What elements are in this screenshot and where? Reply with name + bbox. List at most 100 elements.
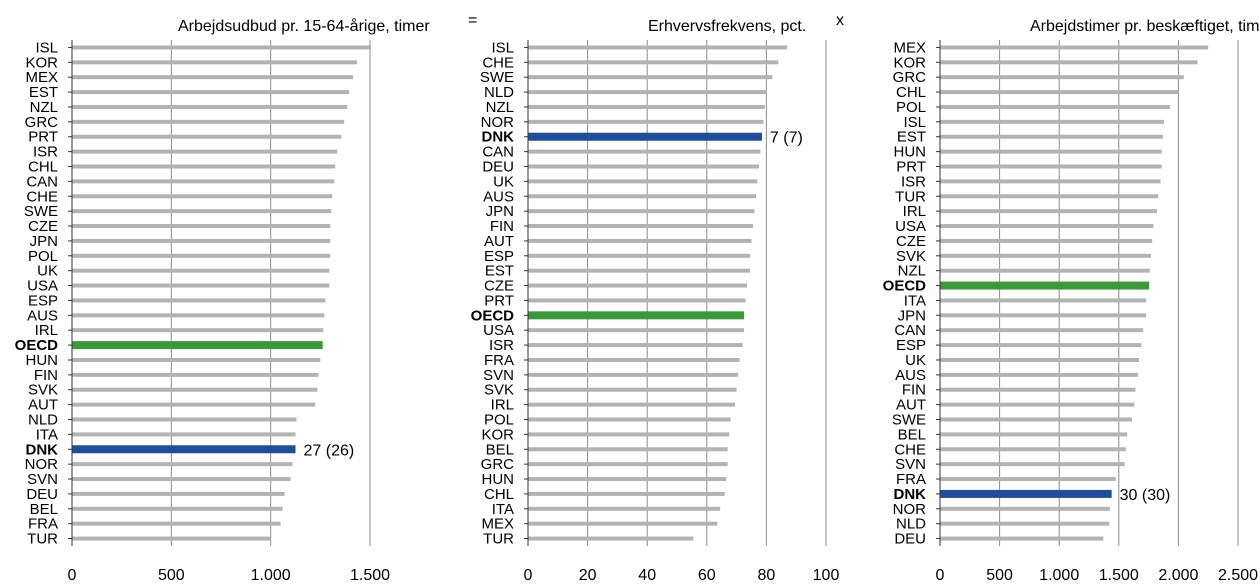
category-label-nor: NOR <box>481 114 515 131</box>
category-label-mex: MEX <box>481 516 514 533</box>
category-label-tur: TUR <box>483 531 514 548</box>
category-label-cze: CZE <box>28 218 58 235</box>
bar-usa <box>528 328 745 333</box>
category-label-grc: GRC <box>893 69 927 86</box>
bar-can <box>940 328 1144 333</box>
bar-grc <box>940 75 1184 80</box>
category-label-ita: ITA <box>492 501 514 518</box>
category-label-usa: USA <box>27 278 58 295</box>
category-label-irl: IRL <box>491 397 514 414</box>
bar-hun <box>528 477 727 482</box>
category-label-nor: NOR <box>25 456 59 473</box>
category-label-uk: UK <box>905 352 926 369</box>
bar-isl <box>72 45 371 50</box>
category-label-chl: CHL <box>484 486 514 503</box>
chart-title-2: Erhvervsfrekvens, pct. <box>648 18 806 35</box>
category-label-can: CAN <box>482 144 514 161</box>
bar-isl <box>528 45 788 50</box>
bar-che <box>528 60 779 65</box>
category-label-isl: ISL <box>35 39 58 56</box>
bar-mex <box>72 75 354 80</box>
bar-nzl <box>528 104 765 109</box>
bar-can <box>72 179 335 184</box>
bar-dnk <box>940 489 1112 498</box>
bar-can <box>528 149 761 154</box>
category-label-svn: SVN <box>27 471 58 488</box>
bar-jpn <box>940 313 1147 318</box>
bar-pol <box>528 417 731 422</box>
bar-svn <box>940 462 1125 467</box>
bar-pol <box>940 104 1171 109</box>
x-tick-label-3-0: 0 <box>936 567 945 580</box>
category-label-tur: TUR <box>895 188 926 205</box>
chart-panel-3: Arbejdstimer pr. beskæftiget, timer MEXKO… <box>883 18 1260 584</box>
category-label-esp: ESP <box>28 292 58 309</box>
category-label-dnk: DNK <box>894 486 927 503</box>
category-label-oecd: OECD <box>471 307 515 324</box>
category-label-aut: AUT <box>28 397 58 414</box>
bar-aus <box>528 194 756 199</box>
annotation-dnk: 27 (26) <box>304 442 355 459</box>
bar-svk <box>72 387 318 392</box>
category-label-hun: HUN <box>26 352 59 369</box>
bar-grc <box>72 119 345 124</box>
x-tick-label-3-3: 1.500 <box>1099 567 1139 580</box>
category-label-aus: AUS <box>483 188 514 205</box>
bar-est <box>940 134 1163 139</box>
bar-nor <box>940 506 1110 511</box>
bar-irl <box>940 209 1157 214</box>
category-label-est: EST <box>29 84 58 101</box>
bar-swe <box>940 417 1132 422</box>
x-tick-label-3-2: 1.000 <box>1039 567 1079 580</box>
category-label-jpn: JPN <box>898 307 926 324</box>
category-label-kor: KOR <box>481 426 514 443</box>
bar-grc <box>528 462 728 467</box>
category-label-swe: SWE <box>892 412 926 429</box>
bar-usa <box>940 224 1154 229</box>
category-label-cze: CZE <box>484 278 514 295</box>
bar-chl <box>72 164 336 169</box>
x-tick-label-2-5: 100 <box>813 567 840 580</box>
bar-kor <box>528 432 730 437</box>
bar-nor <box>72 462 293 467</box>
bar-isl <box>940 119 1165 124</box>
x-tick-label-2-3: 60 <box>698 567 716 580</box>
category-label-ita: ITA <box>36 426 58 443</box>
annotation-dnk: 30 (30) <box>1120 487 1171 504</box>
times-operator: x <box>836 12 844 29</box>
category-label-fin: FIN <box>34 367 58 384</box>
bar-cze <box>528 283 748 288</box>
category-label-mex: MEX <box>25 69 58 86</box>
bar-che <box>72 194 333 199</box>
bar-uk <box>528 179 758 184</box>
category-label-hun: HUN <box>482 471 515 488</box>
bar-esp <box>528 253 751 258</box>
x-tick-label-1-3: 1.500 <box>350 567 390 580</box>
category-label-ita: ITA <box>904 292 926 309</box>
bar-uk <box>940 357 1140 362</box>
category-label-nld: NLD <box>28 412 58 429</box>
category-label-nor: NOR <box>893 501 927 518</box>
bar-usa <box>72 283 330 288</box>
category-label-prt: PRT <box>896 159 926 176</box>
bar-fin <box>72 372 319 377</box>
x-tick-label-2-0: 0 <box>524 567 533 580</box>
category-label-esp: ESP <box>896 337 926 354</box>
bar-prt <box>528 298 746 303</box>
category-label-esp: ESP <box>484 248 514 265</box>
bar-bel <box>72 506 283 511</box>
bar-jpn <box>528 209 755 214</box>
category-label-bel: BEL <box>898 426 926 443</box>
bar-tur <box>72 536 271 541</box>
category-label-svk: SVK <box>28 382 58 399</box>
bar-uk <box>72 268 330 273</box>
x-tick-label-3-1: 500 <box>986 567 1013 580</box>
category-label-usa: USA <box>895 218 926 235</box>
bar-fin <box>528 224 753 229</box>
bar-oecd <box>528 311 745 320</box>
bar-prt <box>72 134 342 139</box>
category-label-bel: BEL <box>30 501 58 518</box>
category-label-aut: AUT <box>484 233 514 250</box>
category-label-deu: DEU <box>26 486 58 503</box>
bar-hun <box>940 149 1162 154</box>
